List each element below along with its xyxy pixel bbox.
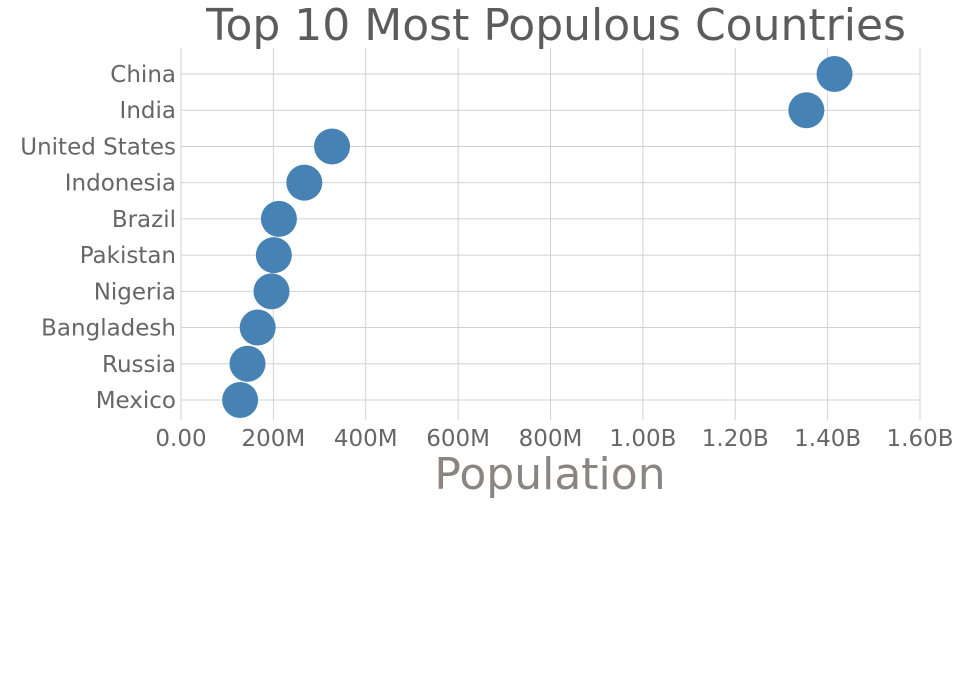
data-point[interactable] — [253, 273, 290, 310]
x-tick-label: 0.00 — [155, 426, 206, 452]
x-tick-label: 1.20B — [702, 426, 769, 452]
y-tick-label: Nigeria — [94, 279, 176, 305]
data-point[interactable] — [286, 164, 323, 201]
x-axis-tick-labels: 0.00 200M 400M 600M 800M 1.00B 1.20B 1.40B 1.60B — [155, 426, 953, 452]
chart-title: Top 10 Most Populous Countries — [205, 0, 906, 51]
y-tick-label: Pakistan — [80, 243, 176, 269]
y-axis-tick-labels: China India United States Indonesia Brazil Pa… — [20, 62, 176, 414]
data-point[interactable] — [239, 309, 276, 346]
x-tick-label: 1.60B — [887, 426, 954, 452]
x-tick-label: 800M — [519, 426, 583, 452]
x-tick-label: 1.00B — [609, 426, 676, 452]
data-point[interactable] — [229, 345, 266, 382]
y-tick-label: India — [120, 98, 176, 124]
x-tick-label: 400M — [334, 426, 398, 452]
data-point[interactable] — [260, 200, 297, 237]
y-tick-label: Mexico — [96, 388, 176, 414]
data-point[interactable] — [222, 382, 259, 418]
y-tick-label: Bangladesh — [41, 316, 176, 342]
y-tick-label: China — [110, 62, 176, 88]
y-tick-label: Brazil — [112, 207, 176, 233]
data-point[interactable] — [314, 128, 351, 165]
x-axis-label: Population — [434, 449, 665, 500]
x-tick-label: 600M — [426, 426, 490, 452]
y-tick-label: Russia — [102, 352, 176, 378]
y-tick-label: Indonesia — [65, 171, 176, 197]
x-tick-label: 200M — [242, 426, 306, 452]
grid — [180, 48, 921, 420]
data-point[interactable] — [788, 92, 825, 129]
data-point[interactable] — [255, 237, 292, 274]
y-tick-label: United States — [20, 134, 176, 160]
data-points — [222, 56, 853, 418]
x-tick-label: 1.40B — [794, 426, 861, 452]
data-point[interactable] — [816, 56, 853, 92]
